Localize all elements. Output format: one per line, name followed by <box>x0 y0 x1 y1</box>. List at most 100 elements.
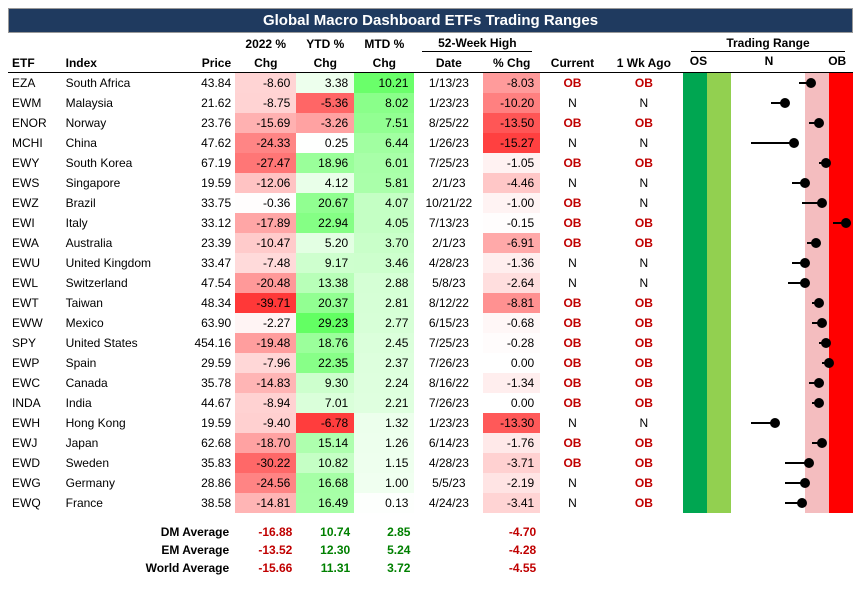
cell-index: Mexico <box>62 313 179 333</box>
cell-ytdchg: 4.12 <box>296 173 354 193</box>
cell-price: 63.90 <box>179 313 235 333</box>
cell-52wk-chg: 0.00 <box>483 353 540 373</box>
cell-2022chg: -12.06 <box>235 173 296 193</box>
cell-index: Sweden <box>62 453 179 473</box>
cell-wkago: OB <box>605 313 683 333</box>
cell-mtdchg: 3.70 <box>354 233 414 253</box>
cell-2022chg: -7.48 <box>235 253 296 273</box>
cell-52wk-date: 2/1/23 <box>414 173 483 193</box>
cell-price: 33.12 <box>179 213 235 233</box>
cell-etf: EWP <box>8 353 62 373</box>
avg-label: EM Average <box>8 541 235 559</box>
avg-ytd: 10.74 <box>296 523 354 541</box>
cell-wkago: OB <box>605 153 683 173</box>
cell-trading-range <box>683 413 853 433</box>
table-row: EWUUnited Kingdom33.47-7.489.173.464/28/… <box>8 253 853 273</box>
cell-trading-range <box>683 493 853 513</box>
cell-etf: EWZ <box>8 193 62 213</box>
cell-index: Japan <box>62 433 179 453</box>
cell-index: Australia <box>62 233 179 253</box>
cell-index: Singapore <box>62 173 179 193</box>
cell-etf: EWL <box>8 273 62 293</box>
cell-mtdchg: 2.77 <box>354 313 414 333</box>
cell-etf: ENOR <box>8 113 62 133</box>
cell-price: 62.68 <box>179 433 235 453</box>
cell-52wk-chg: -13.50 <box>483 113 540 133</box>
cell-52wk-chg: -8.03 <box>483 73 540 94</box>
cell-trading-range <box>683 233 853 253</box>
cell-2022chg: -8.94 <box>235 393 296 413</box>
average-row: World Average-15.6611.313.72-4.55 <box>8 559 853 577</box>
cell-2022chg: -14.83 <box>235 373 296 393</box>
cell-trading-range <box>683 253 853 273</box>
cell-mtdchg: 8.02 <box>354 93 414 113</box>
cell-index: Switzerland <box>62 273 179 293</box>
cell-52wk-date: 4/28/23 <box>414 253 483 273</box>
cell-price: 47.62 <box>179 133 235 153</box>
table-row: EWCCanada35.78-14.839.302.248/16/22-1.34… <box>8 373 853 393</box>
col-pctchg: % Chg <box>483 54 540 73</box>
cell-trading-range <box>683 153 853 173</box>
cell-index: United Kingdom <box>62 253 179 273</box>
cell-current: N <box>540 133 605 153</box>
cell-etf: INDA <box>8 393 62 413</box>
cell-etf: EWJ <box>8 433 62 453</box>
cell-trading-range <box>683 433 853 453</box>
cell-wkago: N <box>605 253 683 273</box>
cell-trading-range <box>683 213 853 233</box>
cell-wkago: OB <box>605 353 683 373</box>
avg-2022: -15.66 <box>235 559 296 577</box>
cell-ytdchg: 18.76 <box>296 333 354 353</box>
cell-mtdchg: 1.26 <box>354 433 414 453</box>
cell-index: South Africa <box>62 73 179 94</box>
cell-etf: SPY <box>8 333 62 353</box>
avg-ytd: 11.31 <box>296 559 354 577</box>
cell-52wk-chg: -2.19 <box>483 473 540 493</box>
cell-2022chg: -8.75 <box>235 93 296 113</box>
cell-current: N <box>540 473 605 493</box>
cell-52wk-date: 6/15/23 <box>414 313 483 333</box>
col-trange: Trading Range <box>683 33 853 54</box>
cell-price: 35.83 <box>179 453 235 473</box>
col-chg-2022: Chg <box>235 54 296 73</box>
cell-trading-range <box>683 173 853 193</box>
cell-index: China <box>62 133 179 153</box>
cell-ytdchg: 22.94 <box>296 213 354 233</box>
cell-ytdchg: -5.36 <box>296 93 354 113</box>
avg-mtd: 5.24 <box>354 541 414 559</box>
cell-trading-range <box>683 353 853 373</box>
cell-price: 19.59 <box>179 413 235 433</box>
cell-ytdchg: 20.37 <box>296 293 354 313</box>
cell-ytdchg: 15.14 <box>296 433 354 453</box>
cell-wkago: OB <box>605 393 683 413</box>
cell-trading-range <box>683 93 853 113</box>
table-row: EWTTaiwan48.34-39.7120.372.818/12/22-8.8… <box>8 293 853 313</box>
cell-52wk-chg: -3.71 <box>483 453 540 473</box>
table-row: EWLSwitzerland47.54-20.4813.382.885/8/23… <box>8 273 853 293</box>
cell-2022chg: -0.36 <box>235 193 296 213</box>
cell-52wk-date: 6/14/23 <box>414 433 483 453</box>
cell-mtdchg: 4.05 <box>354 213 414 233</box>
cell-wkago: OB <box>605 333 683 353</box>
cell-current: OB <box>540 353 605 373</box>
cell-trading-range <box>683 453 853 473</box>
cell-ytdchg: 5.20 <box>296 233 354 253</box>
cell-52wk-date: 7/26/23 <box>414 353 483 373</box>
cell-52wk-chg: -1.00 <box>483 193 540 213</box>
cell-index: Germany <box>62 473 179 493</box>
avg-2022: -16.88 <box>235 523 296 541</box>
cell-2022chg: -17.89 <box>235 213 296 233</box>
table-row: EWQFrance38.58-14.8116.490.134/24/23-3.4… <box>8 493 853 513</box>
cell-52wk-chg: -1.05 <box>483 153 540 173</box>
cell-mtdchg: 0.13 <box>354 493 414 513</box>
cell-wkago: OB <box>605 233 683 253</box>
cell-52wk-date: 1/23/23 <box>414 413 483 433</box>
avg-2022: -13.52 <box>235 541 296 559</box>
cell-price: 23.39 <box>179 233 235 253</box>
avg-ytd: 12.30 <box>296 541 354 559</box>
cell-trading-range <box>683 293 853 313</box>
cell-52wk-date: 7/25/23 <box>414 153 483 173</box>
cell-ytdchg: 9.17 <box>296 253 354 273</box>
cell-2022chg: -19.48 <box>235 333 296 353</box>
cell-trading-range <box>683 333 853 353</box>
